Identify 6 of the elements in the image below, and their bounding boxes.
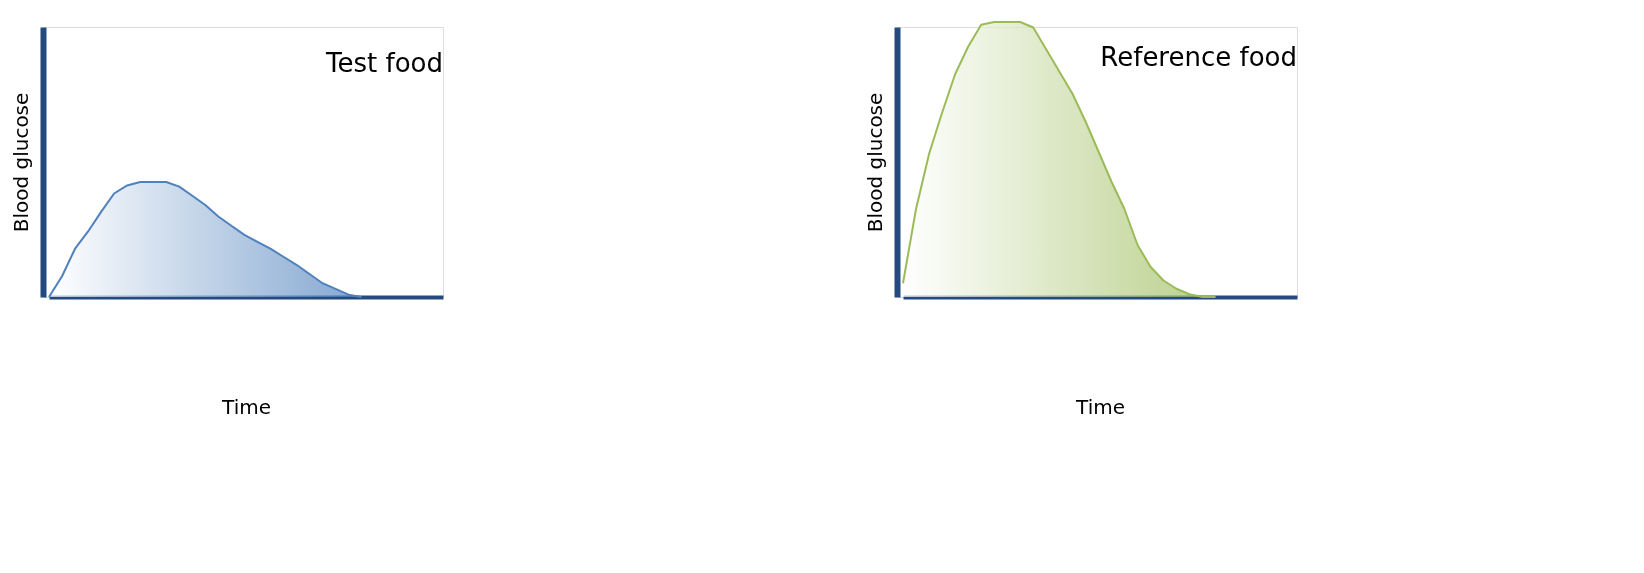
y-axis-title: Blood glucose — [8, 92, 33, 233]
x-axis-title: Time — [1075, 394, 1125, 419]
text: Reference food — [1100, 42, 1297, 72]
x-axis-title: Time — [221, 394, 271, 419]
y-axis-title: Blood glucose — [862, 92, 887, 233]
chart-title: Test food — [325, 48, 443, 78]
